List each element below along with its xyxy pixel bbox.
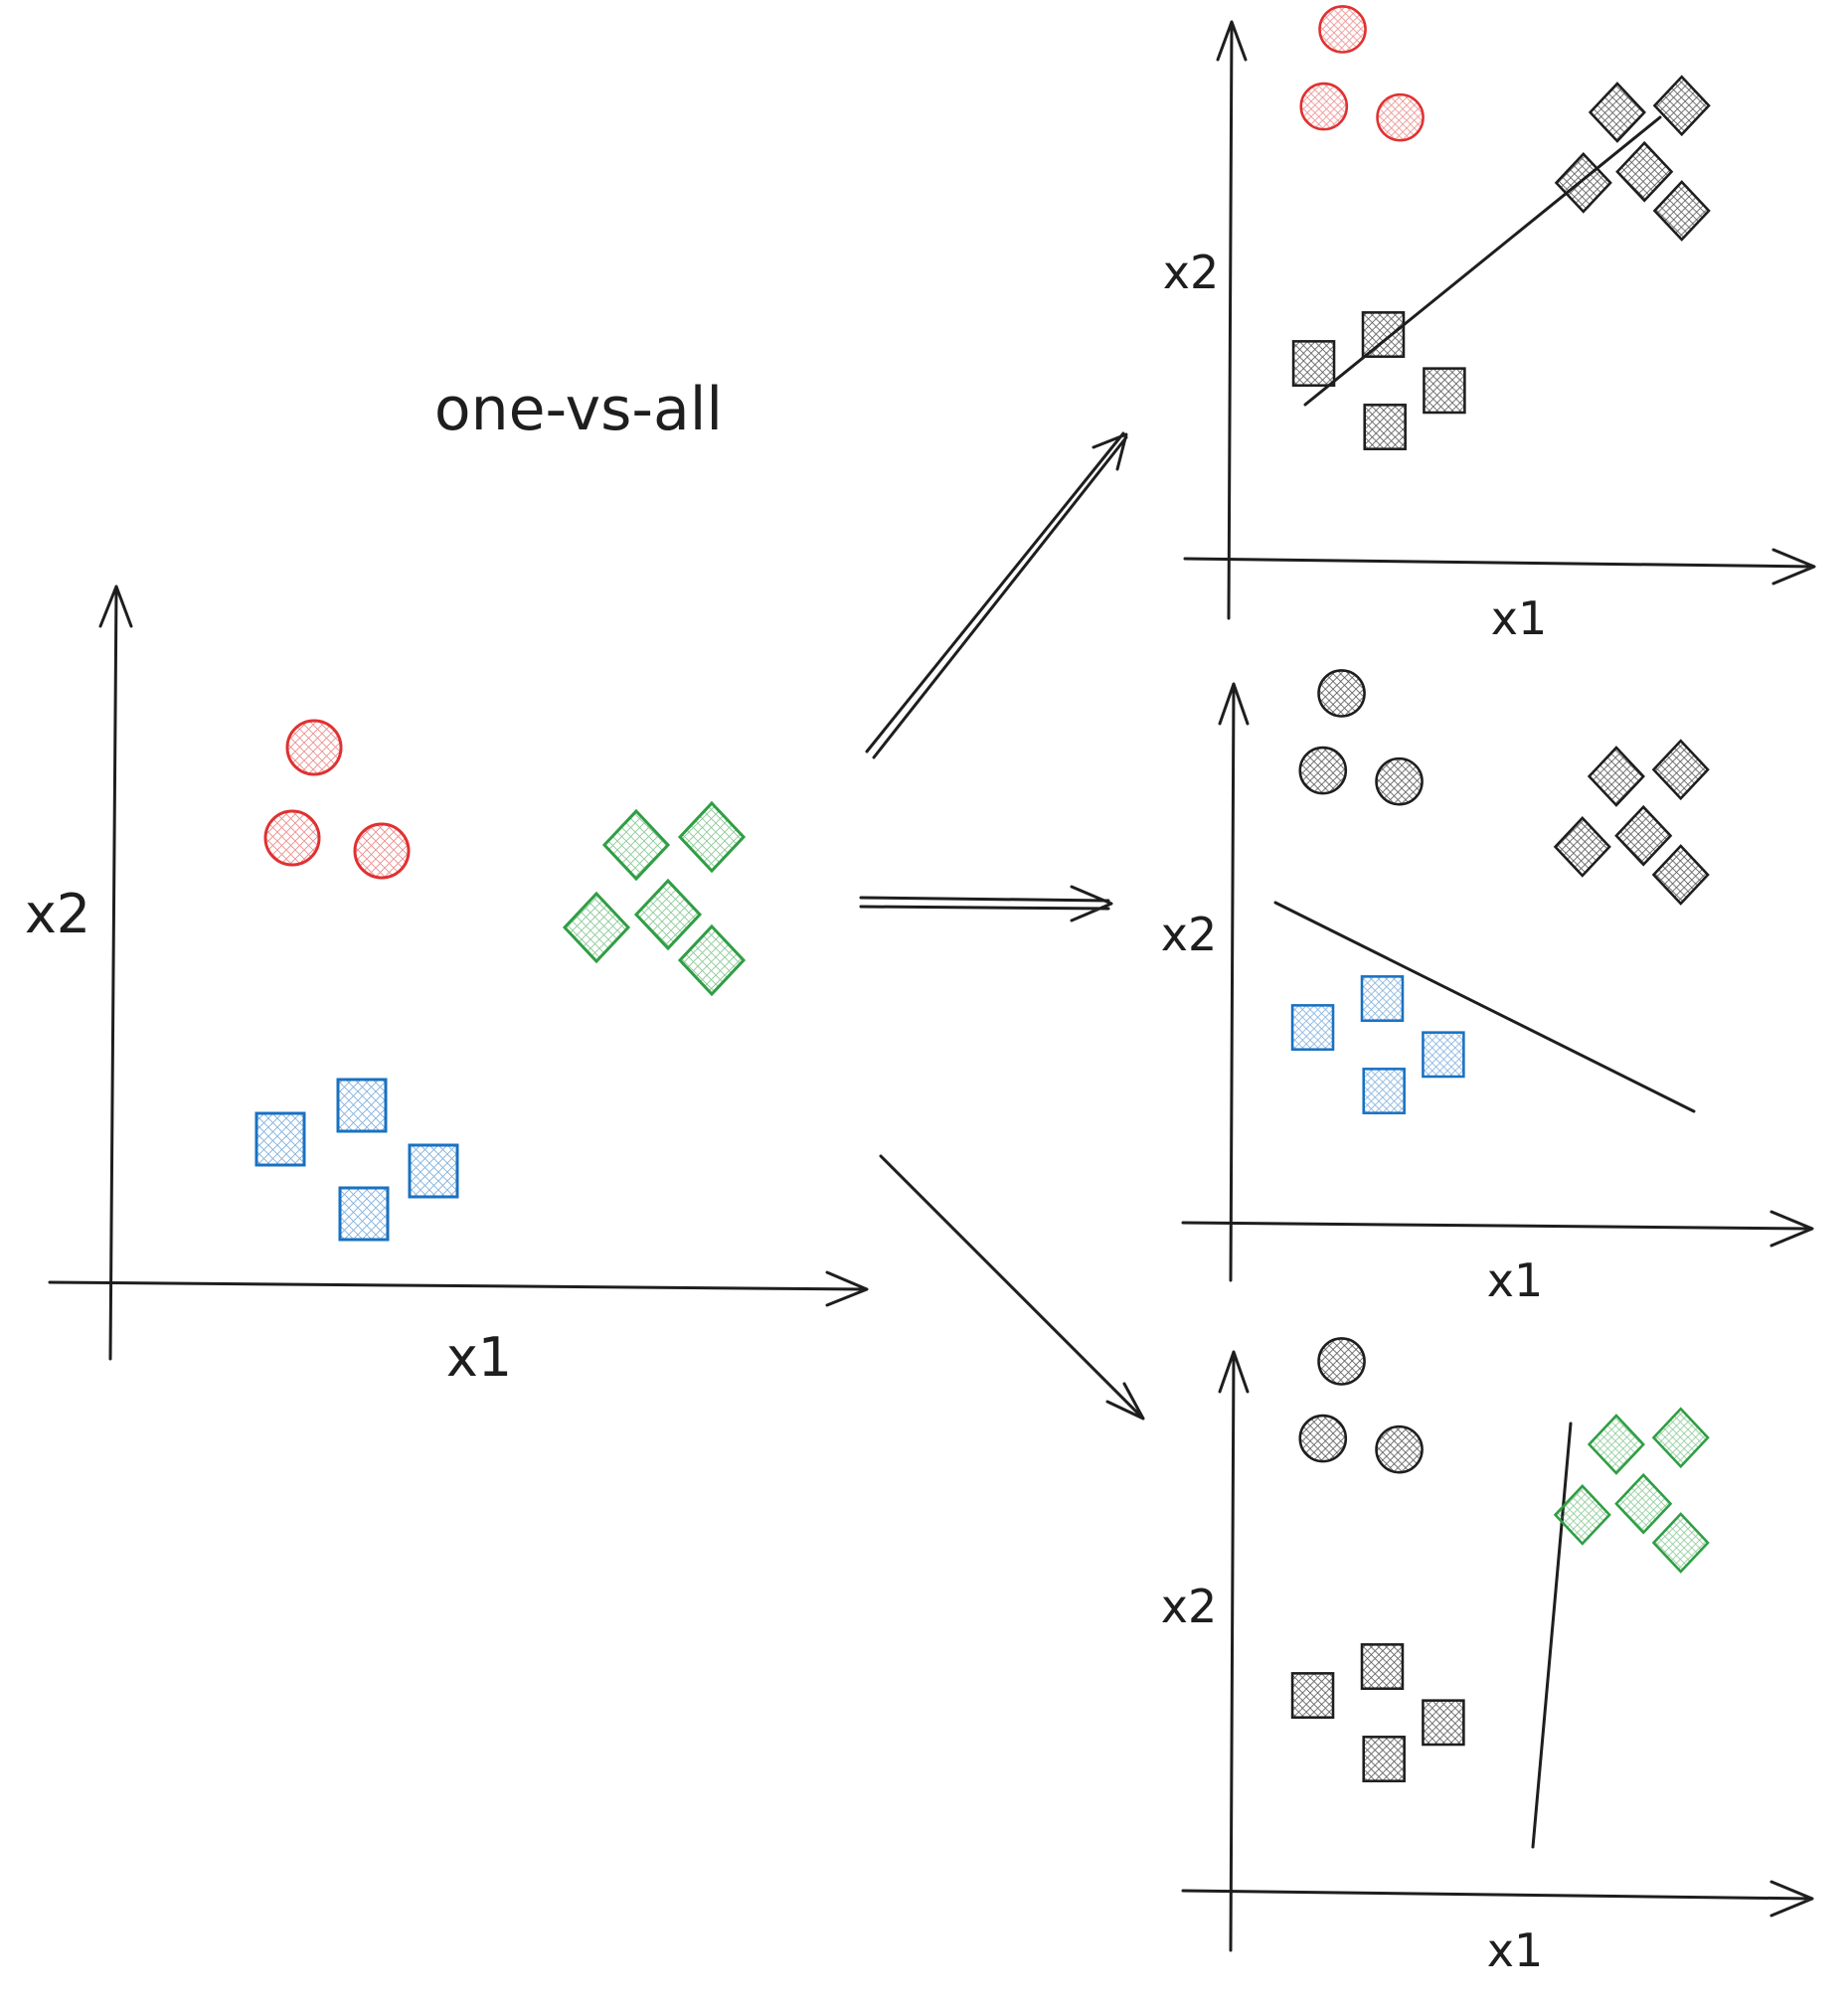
x-axis — [1183, 548, 1816, 585]
circle-marker — [1375, 1424, 1424, 1474]
diagram-title: one-vs-all — [434, 375, 723, 444]
y-axis-label: x2 — [25, 883, 90, 945]
diamond-marker — [1588, 82, 1646, 143]
x-axis — [48, 1270, 869, 1307]
y-axis-label: x2 — [1163, 246, 1220, 299]
y-axis — [1218, 682, 1250, 1282]
diamond-marker — [1553, 815, 1611, 878]
diamond-marker — [1652, 75, 1711, 137]
decision-boundary — [1273, 901, 1696, 1113]
square-marker — [1362, 1736, 1406, 1782]
diamond-marker — [1651, 1512, 1710, 1574]
flow-arrow-top — [865, 431, 1128, 759]
panel-original: x2 x1 — [25, 585, 869, 1389]
square-marker — [1360, 975, 1405, 1022]
x-axis-label: x1 — [1487, 1254, 1544, 1307]
flow-arrow-middle — [859, 885, 1113, 922]
square-marker — [338, 1186, 390, 1242]
panel-square-vs-rest: x2 x1 — [1161, 669, 1814, 1307]
y-axis — [98, 585, 133, 1361]
circle-marker — [1298, 1414, 1348, 1463]
y-axis — [1216, 20, 1248, 620]
circle-marker — [1298, 746, 1348, 795]
x-axis-label: x1 — [446, 1326, 512, 1389]
x-axis — [1181, 1880, 1814, 1918]
decision-boundary — [1531, 1421, 1573, 1849]
diamond-marker — [677, 923, 747, 997]
diamond-marker — [1651, 739, 1710, 801]
square-marker — [1422, 1699, 1465, 1747]
square-marker — [254, 1111, 306, 1167]
diamond-marker — [1553, 1483, 1611, 1546]
square-marker — [1360, 1643, 1405, 1690]
diamond-marker — [1587, 746, 1645, 807]
square-marker — [1361, 311, 1406, 358]
circle-marker — [1318, 5, 1367, 54]
circle-marker — [285, 719, 343, 776]
y-axis-label: x2 — [1161, 908, 1218, 961]
circle-marker — [1317, 669, 1366, 718]
square-marker — [1291, 340, 1336, 387]
square-marker — [1362, 1068, 1406, 1114]
diamond-marker — [562, 891, 631, 964]
square-marker — [1290, 1672, 1335, 1719]
diamond-marker — [1554, 151, 1612, 214]
circle-marker — [263, 809, 321, 867]
square-marker — [336, 1078, 388, 1133]
marker-group — [1290, 1337, 1710, 1782]
diamond-marker — [1614, 1472, 1673, 1535]
square-marker — [1363, 404, 1407, 450]
square-marker — [408, 1143, 459, 1199]
diamond-marker — [1587, 1414, 1645, 1475]
square-marker — [1290, 1004, 1335, 1051]
diamond-marker — [1614, 804, 1673, 867]
y-axis-label: x2 — [1161, 1580, 1218, 1633]
circle-marker — [1376, 92, 1425, 142]
y-axis — [1218, 1350, 1250, 1952]
decision-boundary — [1303, 115, 1662, 407]
panel-circle-vs-rest: x2 x1 — [1163, 5, 1816, 645]
circle-marker — [353, 822, 411, 880]
x-axis — [1181, 1210, 1814, 1248]
diamond-marker — [1651, 1407, 1710, 1469]
panel-diamond-vs-rest: x2 x1 — [1161, 1337, 1814, 1977]
circle-marker — [1317, 1337, 1366, 1386]
marker-group — [1290, 669, 1710, 1114]
square-marker — [1422, 1031, 1465, 1079]
circle-marker — [1299, 82, 1349, 131]
diamond-marker — [633, 878, 703, 951]
marker-group — [254, 719, 747, 1242]
diamond-marker — [1651, 844, 1710, 906]
x-axis-label: x1 — [1487, 1923, 1544, 1977]
diamond-marker — [1615, 140, 1674, 203]
flow-arrow-bottom — [879, 1154, 1145, 1421]
marker-group — [1291, 5, 1711, 450]
diamond-marker — [1652, 180, 1711, 242]
x-axis-label: x1 — [1491, 591, 1548, 645]
circle-marker — [1375, 756, 1424, 806]
square-marker — [1423, 367, 1466, 415]
diamond-marker — [677, 800, 747, 874]
diamond-marker — [601, 808, 671, 882]
